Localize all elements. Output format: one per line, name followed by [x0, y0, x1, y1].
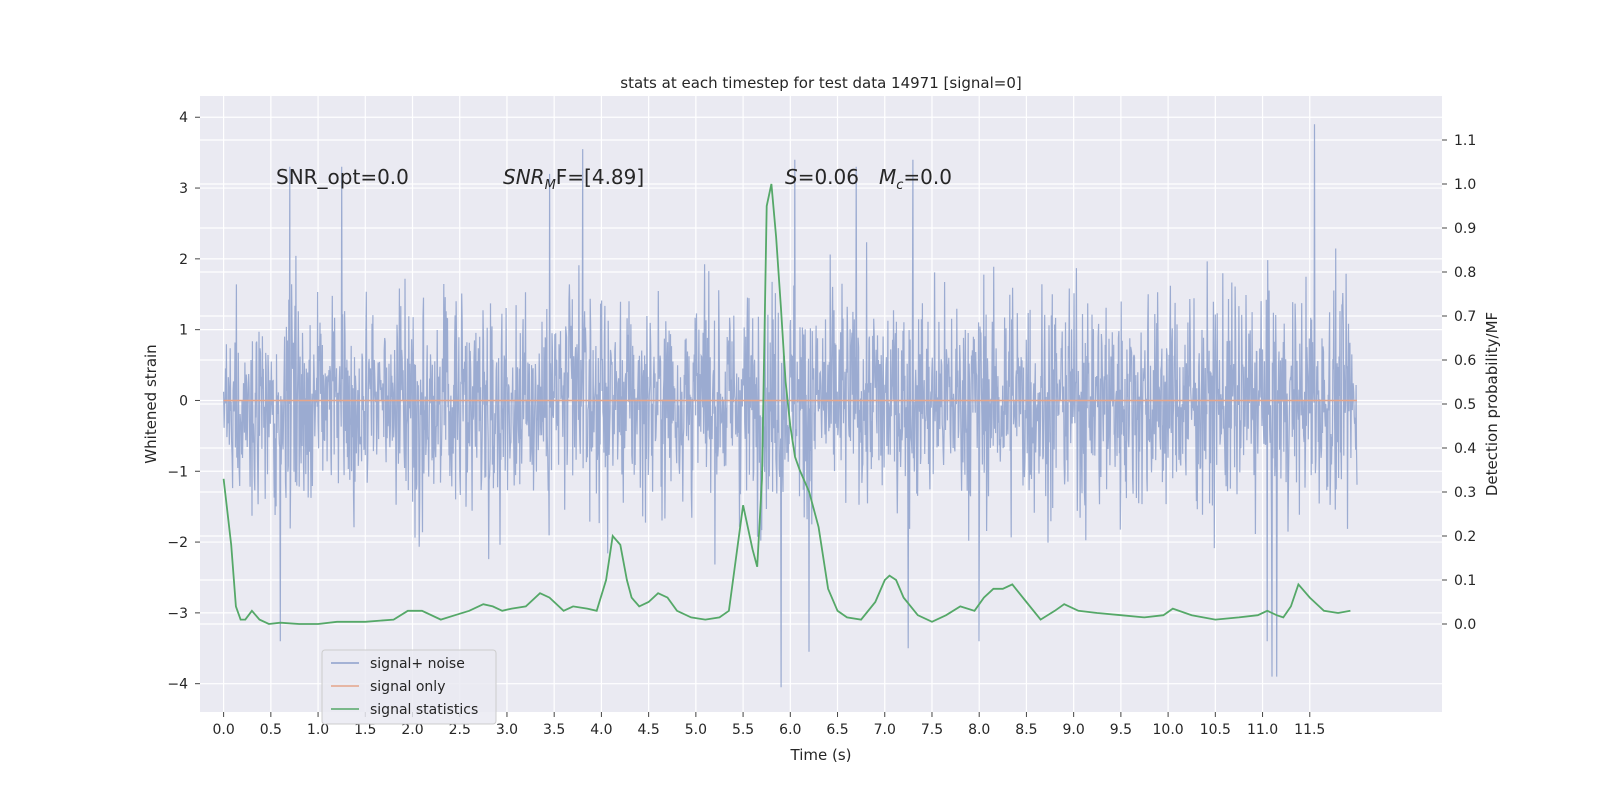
x-tick-label: 0.5: [260, 722, 282, 738]
x-tick-label: 0.0: [212, 722, 234, 738]
annotation-snr-mf: SNRMF=[4.89]: [503, 165, 644, 193]
y-tick-label: −1: [167, 464, 188, 480]
axes: 0.0 0.5 1.0 1.5 2.0 2.5 3.0 3.5 4.0 4.5 5.0 5.5 6.0 6…: [167, 110, 1476, 738]
legend-label-signal-statistics: signal statistics: [370, 702, 478, 718]
y2-tick-label: 0.0: [1454, 617, 1476, 633]
x-tick-label: 6.5: [826, 722, 848, 738]
y2-tick-label: 0.6: [1454, 353, 1476, 369]
x-tick-label: 3.5: [543, 722, 565, 738]
x-tick-label: 2.0: [401, 722, 423, 738]
annotation-snr-opt: SNR_opt=0.0: [276, 165, 409, 189]
legend-box: [321, 649, 497, 725]
y-tick-label: 4: [179, 110, 188, 126]
y2-tick-label: 0.8: [1454, 265, 1476, 281]
x-tick-label: 11.5: [1294, 722, 1325, 738]
y-tick-label: −3: [167, 606, 188, 622]
y-tick-label: 3: [179, 181, 188, 197]
x-axis-label: Time (s): [790, 746, 852, 764]
y2-tick-label: 0.9: [1454, 221, 1476, 237]
x-tick-label: 7.5: [921, 722, 943, 738]
x-tick-label: 2.5: [449, 722, 471, 738]
x-tick-label: 10.0: [1153, 722, 1184, 738]
chart-title: stats at each timestep for test data 149…: [620, 74, 1021, 92]
x-tick-label: 8.5: [1015, 722, 1037, 738]
x-tick-label: 1.5: [354, 722, 376, 738]
y2-tick-label: 0.5: [1454, 397, 1476, 413]
signal-noise-series: [223, 124, 1358, 688]
legend-label-signal-only: signal only: [370, 679, 445, 695]
x-tick-label: 4.0: [590, 722, 612, 738]
signal-noise-line: [223, 124, 1358, 688]
signal-statistics-series: [222, 183, 1351, 625]
y-tick-label: −4: [167, 677, 188, 693]
x-tick-label: 1.0: [307, 722, 329, 738]
y-tick-label: 0: [179, 393, 188, 409]
legend: signal+ noise signal only signal statist…: [321, 649, 497, 725]
x-tick-label: 6.0: [779, 722, 801, 738]
x-tick-label: 11.0: [1247, 722, 1278, 738]
x-tick-label: 8.0: [968, 722, 990, 738]
x-tick-label: 9.0: [1063, 722, 1085, 738]
y-tick-label: 2: [179, 252, 188, 268]
signal-statistics-line: [222, 183, 1351, 625]
y2-tick-label: 0.2: [1454, 529, 1476, 545]
y-tick-label: 1: [179, 323, 188, 339]
y2-tick-label: 0.7: [1454, 309, 1476, 325]
y2-tick-label: 0.1: [1454, 573, 1476, 589]
y2-tick-label: 1.1: [1454, 133, 1476, 149]
x-tick-label: 5.0: [685, 722, 707, 738]
x-tick-label: 5.5: [732, 722, 754, 738]
y2-axis-label: Detection probability/MF: [1483, 312, 1501, 496]
x-tick-label: 4.5: [637, 722, 659, 738]
legend-label-signal-noise: signal+ noise: [370, 656, 465, 672]
y2-tick-label: 0.3: [1454, 485, 1476, 501]
x-tick-label: 3.0: [496, 722, 518, 738]
y2-tick-label: 0.4: [1454, 441, 1476, 457]
x-tick-label: 9.5: [1110, 722, 1132, 738]
y-tick-label: −2: [167, 535, 188, 551]
x-tick-label: 10.5: [1200, 722, 1231, 738]
annotation-s: S=0.06: [785, 165, 859, 189]
annotation-mc: Mc=0.0: [879, 165, 952, 193]
y2-tick-label: 1.0: [1454, 177, 1476, 193]
x-tick-label: 7.0: [874, 722, 896, 738]
y-axis-label: Whitened strain: [142, 344, 160, 463]
